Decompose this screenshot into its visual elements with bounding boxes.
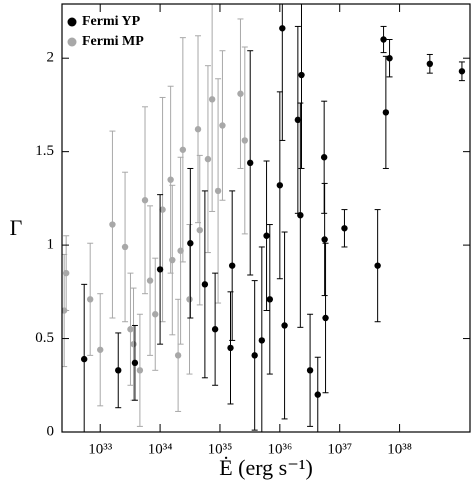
point — [86, 296, 94, 303]
legend-marker — [67, 17, 77, 27]
axes-frame — [61, 3, 471, 433]
point — [386, 55, 393, 62]
point — [321, 236, 328, 243]
plot-area — [62, 4, 466, 432]
point — [97, 346, 104, 353]
point — [121, 243, 129, 251]
point — [382, 109, 390, 116]
point — [241, 137, 249, 144]
y-axis-label: Γ — [10, 215, 23, 240]
point — [201, 281, 209, 288]
point — [298, 71, 305, 79]
point — [306, 367, 314, 374]
point — [211, 326, 219, 333]
y-tick-label: 1 — [47, 237, 55, 253]
point — [426, 60, 434, 68]
point — [136, 367, 144, 374]
point — [167, 176, 174, 183]
point — [237, 90, 244, 97]
error-bar — [298, 4, 305, 169]
x-tick-label: 10³⁸ — [387, 441, 412, 457]
point — [320, 154, 328, 161]
point — [127, 326, 134, 333]
point — [314, 391, 321, 398]
point — [258, 337, 266, 344]
y-tick-label: 0 — [47, 423, 55, 439]
point — [152, 311, 159, 318]
point — [159, 206, 166, 213]
point — [374, 262, 381, 269]
legend-marker — [67, 37, 77, 47]
point — [341, 225, 348, 232]
point — [281, 322, 288, 329]
point — [115, 367, 122, 374]
error-bar — [209, 4, 216, 212]
point — [279, 25, 286, 32]
point — [276, 182, 284, 189]
point — [62, 269, 70, 277]
point — [228, 262, 236, 269]
point — [146, 277, 154, 284]
x-axis-label: Ė (erg s⁻¹) — [219, 455, 313, 480]
point — [156, 266, 164, 273]
point — [80, 355, 88, 363]
x-tick-label: 10³⁵ — [208, 441, 233, 457]
x-tick-label: 10³⁶ — [267, 441, 292, 457]
point — [179, 146, 187, 153]
point — [109, 221, 116, 228]
x-tick-label: 10³⁷ — [327, 441, 352, 457]
point — [294, 116, 302, 124]
y-tick-label: 2 — [47, 50, 55, 66]
point — [458, 68, 466, 75]
x-tick-label: 10³⁴ — [148, 441, 173, 457]
point — [297, 211, 304, 219]
point — [227, 344, 234, 352]
point — [130, 340, 137, 348]
point — [186, 296, 193, 303]
point — [174, 352, 182, 359]
point — [263, 232, 270, 239]
point — [380, 36, 387, 43]
point — [251, 352, 258, 359]
point — [196, 226, 203, 234]
legend-label: Fermi MP — [82, 34, 144, 49]
point — [187, 240, 194, 247]
point — [62, 307, 68, 314]
point — [208, 96, 216, 103]
point — [214, 187, 222, 195]
point — [266, 296, 274, 303]
point — [194, 126, 202, 133]
point — [322, 314, 329, 322]
point — [247, 159, 254, 167]
point — [141, 197, 149, 204]
point — [204, 155, 212, 163]
point — [169, 256, 176, 264]
point — [177, 247, 184, 254]
y-tick-label: 1.5 — [35, 143, 54, 159]
point — [131, 359, 139, 367]
legend-label: Fermi YP — [82, 14, 141, 29]
x-tick-label: 10³³ — [88, 441, 112, 457]
y-tick-label: 0.5 — [35, 330, 54, 346]
point — [219, 122, 226, 129]
